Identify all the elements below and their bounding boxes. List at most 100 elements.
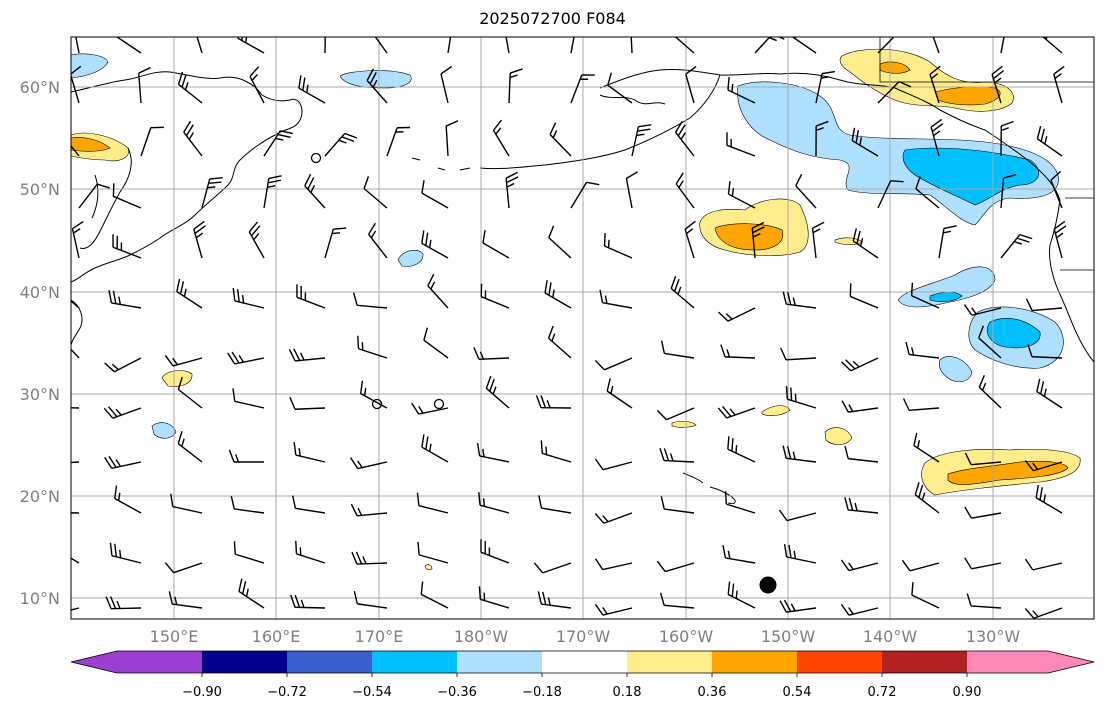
yellow-region-tiny — [424, 564, 433, 571]
wind-barb — [249, 66, 265, 104]
wind-barb — [508, 68, 523, 104]
wind-barb — [594, 357, 633, 371]
wind-barb — [754, 37, 785, 54]
wind-barb — [852, 228, 879, 259]
wind-barb — [71, 461, 80, 464]
wind-barb — [416, 492, 449, 514]
lon-label-160e: 160°E — [252, 627, 301, 646]
wind-barb — [367, 222, 388, 259]
wind-barb — [232, 388, 265, 409]
wind-barb — [841, 357, 879, 372]
wind-barb — [782, 291, 817, 309]
wind-barb — [877, 81, 912, 104]
colorbar-segment — [372, 651, 457, 673]
political-borders — [879, 37, 1094, 271]
wind-barb — [248, 221, 265, 259]
wind-barb — [352, 292, 388, 309]
wind-barb — [685, 65, 697, 104]
wind-barb — [71, 607, 80, 611]
kamchatka — [79, 147, 132, 249]
wind-barb — [196, 37, 203, 54]
wind-barb — [71, 65, 82, 104]
yellow-region-small-5 — [671, 420, 697, 428]
blue-region-north-pacific — [897, 266, 996, 308]
wind-barb — [71, 220, 84, 259]
wind-barb — [71, 557, 80, 564]
wind-barb — [505, 37, 510, 54]
wind-barb — [115, 37, 142, 54]
wind-barb — [232, 287, 265, 309]
calm-circle — [371, 398, 383, 410]
lon-label-170e: 170°E — [355, 627, 404, 646]
wind-barb — [849, 283, 879, 309]
wind-barb — [227, 351, 265, 365]
wind-barb — [105, 596, 142, 610]
wind-barb — [140, 126, 164, 157]
wind-barb — [913, 432, 940, 463]
yellow-region-small-3 — [761, 405, 791, 416]
wind-barb — [421, 180, 449, 209]
wind-barb — [910, 282, 940, 309]
wind-barb — [473, 347, 510, 360]
wind-barb — [238, 578, 265, 609]
wind-barb — [603, 232, 633, 259]
storm-position-marker — [759, 576, 777, 594]
wind-barb — [717, 406, 756, 419]
wind-barb — [288, 348, 326, 362]
wind-barb — [233, 541, 265, 564]
wind-barb — [902, 398, 940, 411]
wind-barb — [423, 327, 449, 359]
wind-barb — [324, 132, 358, 157]
colorbar-tick-label: 0.90 — [953, 685, 982, 700]
blue-region-north-pacific-core — [929, 291, 963, 302]
wind-barb — [1024, 607, 1063, 619]
wind-barb — [427, 273, 449, 309]
us-canada-border-north — [879, 37, 1094, 83]
wind-barb — [905, 341, 940, 359]
wind-barb — [103, 406, 142, 419]
wind-barb — [659, 448, 695, 463]
lat-label-30: 30°N — [20, 385, 60, 404]
wind-barb — [727, 436, 756, 463]
wind-barb — [779, 599, 817, 613]
colorbar-tick-label: −0.18 — [522, 685, 562, 700]
wind-barb — [292, 495, 326, 514]
colorbar-segment — [287, 651, 372, 673]
wind-barb — [485, 375, 510, 409]
wind-barb — [675, 172, 695, 209]
wind-barb — [482, 230, 510, 259]
wind-barb — [104, 357, 142, 373]
wind-barb — [659, 592, 695, 609]
wind-barb — [670, 276, 695, 309]
blue-region-bc — [902, 147, 1039, 206]
lon-label-150e: 150°E — [150, 627, 199, 646]
wind-barb — [594, 458, 633, 471]
hawaii — [682, 472, 736, 505]
wind-barb — [570, 181, 600, 209]
wind-barb — [228, 449, 265, 463]
wind-barb — [296, 284, 326, 309]
wind-barb — [606, 378, 633, 409]
wind-barbs — [71, 37, 1067, 619]
wind-barb — [366, 68, 388, 104]
wind-barb — [201, 176, 223, 209]
wind-barb — [374, 37, 388, 54]
latitude-labels: 60°N 50°N 40°N 30°N 20°N 10°N — [20, 78, 60, 608]
wind-barb — [350, 503, 388, 517]
wind-barb — [914, 482, 940, 514]
lat-label-60: 60°N — [20, 78, 60, 97]
wind-barb — [170, 493, 203, 514]
wind-barb — [480, 539, 510, 564]
wind-barb — [353, 591, 388, 609]
colorbar-tick-label: 0.72 — [868, 685, 897, 700]
wind-barb — [877, 37, 911, 54]
yellow-region-small-4 — [824, 427, 853, 445]
wind-barb — [478, 492, 510, 514]
wind-barb — [298, 75, 326, 104]
wind-barb — [1024, 460, 1063, 472]
wind-barb — [1053, 220, 1067, 259]
wind-barb — [386, 126, 411, 157]
wind-barb — [840, 604, 879, 616]
wind-barb — [492, 119, 510, 157]
wind-barb — [727, 581, 756, 609]
